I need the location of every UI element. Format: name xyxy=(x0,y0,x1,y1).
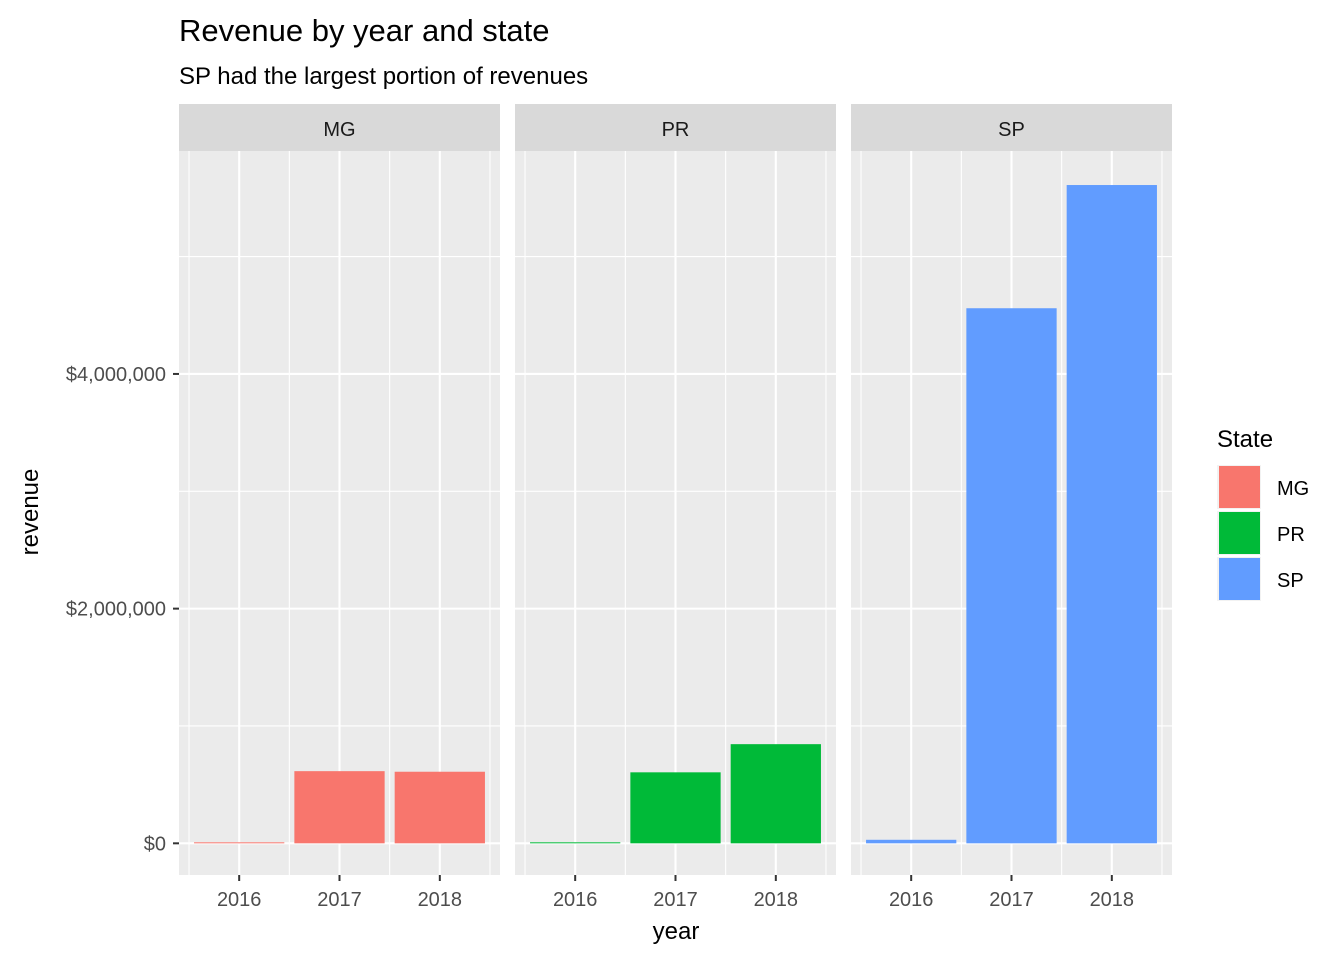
x-tick-label: 2018 xyxy=(754,889,799,911)
bar-pr-2017 xyxy=(630,772,721,844)
x-tick-label: 2017 xyxy=(989,889,1034,911)
bar-mg-2018 xyxy=(394,771,485,844)
x-tick-label: 2016 xyxy=(553,889,598,911)
x-tick-label: 2016 xyxy=(217,889,262,911)
facet-panel-pr: PR 2016 2017 2018 xyxy=(515,104,836,911)
legend-title: State xyxy=(1217,426,1273,453)
facet-strip-label: PR xyxy=(662,119,690,141)
facet-panel-mg: MG 2016 2017 2018 xyxy=(179,104,500,911)
legend-label-sp: SP xyxy=(1277,570,1304,592)
y-tick-label: $0 xyxy=(144,833,166,855)
facet-strip-label: MG xyxy=(323,119,355,141)
y-axis: $0 $2,000,000 $4,000,000 xyxy=(66,364,179,855)
x-tick-label: 2017 xyxy=(317,889,362,911)
legend: State MG PR SP xyxy=(1217,426,1309,601)
bar-sp-2018 xyxy=(1066,185,1157,844)
legend-swatch-sp xyxy=(1219,558,1260,600)
bar-pr-2018 xyxy=(730,744,821,844)
bar-mg-2017 xyxy=(294,771,385,844)
y-axis-title: revenue xyxy=(17,469,44,556)
chart-subtitle: SP had the largest portion of revenues xyxy=(179,63,588,90)
bar-mg-2016 xyxy=(194,842,285,844)
legend-label-pr: PR xyxy=(1277,524,1305,546)
facet-panel-sp: SP 2016 2017 2018 xyxy=(851,104,1172,911)
legend-swatch-mg xyxy=(1219,466,1260,508)
bar-sp-2016 xyxy=(866,839,957,844)
facet-strip xyxy=(851,104,1172,151)
facet-strip-label: SP xyxy=(998,119,1025,141)
facet-panels: MG 2016 2017 2018 PR 2016 2017 2018 SP 2016 2017 20… xyxy=(179,104,1172,911)
y-tick-label: $2,000,000 xyxy=(66,599,166,621)
legend-label-mg: MG xyxy=(1277,478,1309,500)
x-axis-title: year xyxy=(653,918,700,945)
facet-strip xyxy=(179,104,500,151)
x-tick-label: 2018 xyxy=(418,889,463,911)
x-tick-label: 2018 xyxy=(1090,889,1135,911)
facet-strip xyxy=(515,104,836,151)
bar-sp-2017 xyxy=(966,308,1057,844)
x-tick-label: 2016 xyxy=(889,889,934,911)
bar-pr-2016 xyxy=(530,842,621,844)
legend-swatch-pr xyxy=(1219,512,1260,554)
y-tick-label: $4,000,000 xyxy=(66,364,166,386)
chart-title: Revenue by year and state xyxy=(179,13,550,48)
x-tick-label: 2017 xyxy=(653,889,698,911)
